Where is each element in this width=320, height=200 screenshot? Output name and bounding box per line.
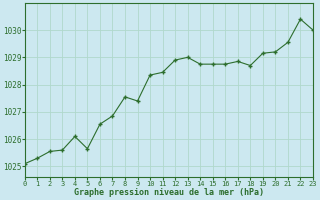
X-axis label: Graphe pression niveau de la mer (hPa): Graphe pression niveau de la mer (hPa) <box>74 188 264 197</box>
